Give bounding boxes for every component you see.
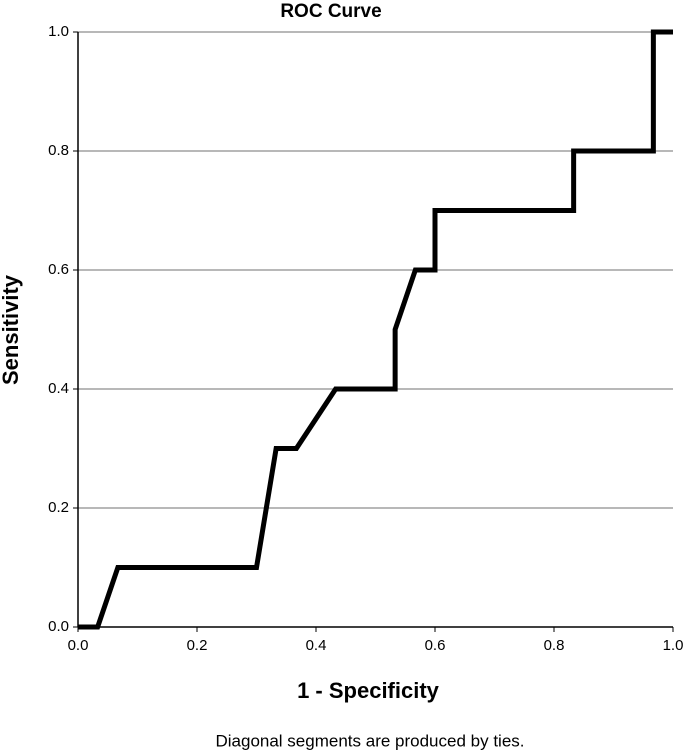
x-tick-label: 0.2	[187, 637, 208, 654]
x-tick-label: 0.6	[425, 637, 446, 654]
footnote: Diagonal segments are produced by ties.	[215, 731, 524, 750]
x-tick-label: 0.0	[68, 637, 89, 654]
y-tick-label: 0.8	[48, 142, 69, 159]
y-tick-label: 0.6	[48, 261, 69, 278]
chart-title: ROC Curve	[280, 1, 381, 22]
roc-curve	[78, 29, 673, 630]
y-tick-label: 1.0	[48, 23, 69, 40]
y-axis-title: Sensitivity	[0, 274, 23, 385]
x-axis-title: 1 - Specificity	[297, 678, 440, 703]
x-tick-label: 0.4	[306, 637, 327, 654]
x-tick-label: 1.0	[663, 637, 684, 654]
y-tick-label: 0.4	[48, 380, 69, 397]
x-tick-label: 0.8	[544, 637, 565, 654]
y-tick-label: 0.0	[48, 618, 69, 635]
y-tick-label: 0.2	[48, 499, 69, 516]
